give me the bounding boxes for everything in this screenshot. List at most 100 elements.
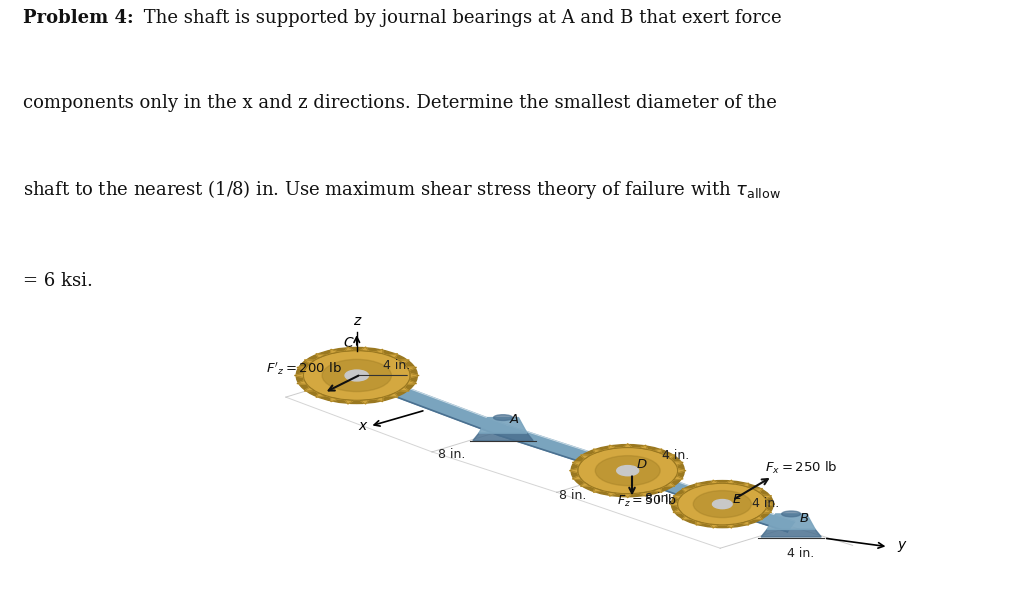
Polygon shape <box>500 425 632 476</box>
Text: = 6 ksi.: = 6 ksi. <box>23 272 92 290</box>
Ellipse shape <box>672 481 773 528</box>
Polygon shape <box>639 492 647 496</box>
Ellipse shape <box>713 499 732 509</box>
Polygon shape <box>608 492 616 496</box>
Ellipse shape <box>494 415 512 421</box>
Polygon shape <box>624 444 632 448</box>
Polygon shape <box>360 347 369 351</box>
Ellipse shape <box>595 456 660 486</box>
Polygon shape <box>594 488 602 492</box>
Ellipse shape <box>345 370 369 381</box>
Text: 4 in.: 4 in. <box>383 359 410 372</box>
Polygon shape <box>594 449 602 453</box>
Text: C: C <box>344 336 353 350</box>
Polygon shape <box>711 524 719 528</box>
Polygon shape <box>581 482 590 487</box>
Text: components only in the x and z directions. Determine the smallest diameter of th: components only in the x and z direction… <box>23 94 776 112</box>
Polygon shape <box>624 494 632 498</box>
Text: 8 in.: 8 in. <box>438 448 466 461</box>
Polygon shape <box>696 521 703 525</box>
Text: Problem 4:: Problem 4: <box>23 9 133 27</box>
Polygon shape <box>726 524 734 528</box>
Polygon shape <box>754 488 763 492</box>
Text: D: D <box>636 458 646 471</box>
Polygon shape <box>407 380 417 384</box>
Polygon shape <box>678 469 686 472</box>
Ellipse shape <box>616 465 639 476</box>
Text: A: A <box>510 413 519 426</box>
Polygon shape <box>767 502 775 506</box>
Polygon shape <box>653 488 662 492</box>
Polygon shape <box>719 499 795 532</box>
Polygon shape <box>682 516 691 519</box>
Polygon shape <box>624 465 726 509</box>
Polygon shape <box>407 367 417 370</box>
Text: x: x <box>358 419 367 434</box>
Polygon shape <box>304 360 314 364</box>
Polygon shape <box>479 418 527 433</box>
Text: 4 in.: 4 in. <box>786 547 814 560</box>
Polygon shape <box>572 476 582 479</box>
Polygon shape <box>763 495 772 499</box>
Polygon shape <box>639 445 647 449</box>
Text: y: y <box>897 538 905 551</box>
Polygon shape <box>316 393 325 398</box>
Polygon shape <box>767 514 815 530</box>
Polygon shape <box>375 349 383 354</box>
Polygon shape <box>316 353 325 358</box>
Polygon shape <box>761 530 821 537</box>
Polygon shape <box>375 397 383 402</box>
Text: E: E <box>732 493 741 506</box>
Polygon shape <box>674 476 683 479</box>
Polygon shape <box>345 400 353 404</box>
Ellipse shape <box>781 511 801 517</box>
Text: The shaft is supported by journal bearings at A and B that exert force: The shaft is supported by journal bearin… <box>138 9 782 27</box>
Text: 8 in.: 8 in. <box>559 489 587 502</box>
Polygon shape <box>399 387 410 391</box>
Polygon shape <box>711 480 719 484</box>
Text: $F'_z = 200$ lb: $F'_z = 200$ lb <box>266 360 342 377</box>
Ellipse shape <box>303 350 410 401</box>
Polygon shape <box>331 349 339 354</box>
Polygon shape <box>673 509 682 513</box>
Polygon shape <box>682 488 691 492</box>
Polygon shape <box>352 370 507 435</box>
Polygon shape <box>304 387 314 391</box>
Polygon shape <box>297 380 307 384</box>
Polygon shape <box>360 400 369 404</box>
Polygon shape <box>345 347 353 351</box>
Polygon shape <box>473 433 534 441</box>
Polygon shape <box>572 462 582 465</box>
Polygon shape <box>670 502 678 506</box>
Polygon shape <box>581 455 590 459</box>
Polygon shape <box>295 373 303 378</box>
Polygon shape <box>741 521 749 525</box>
Polygon shape <box>666 482 675 487</box>
Polygon shape <box>754 516 763 519</box>
Polygon shape <box>696 483 703 487</box>
Polygon shape <box>297 367 307 370</box>
Ellipse shape <box>693 491 752 518</box>
Polygon shape <box>569 469 578 472</box>
Ellipse shape <box>323 359 391 392</box>
Ellipse shape <box>296 348 418 403</box>
Ellipse shape <box>678 484 767 525</box>
Text: $F_x = 250$ lb: $F_x = 250$ lb <box>765 461 838 477</box>
Polygon shape <box>741 483 749 487</box>
Ellipse shape <box>571 445 684 497</box>
Polygon shape <box>666 455 675 459</box>
Polygon shape <box>388 353 397 358</box>
Text: z: z <box>353 314 360 328</box>
Polygon shape <box>673 495 682 499</box>
Text: B: B <box>800 512 809 525</box>
Polygon shape <box>388 393 397 398</box>
Text: $F_z = 50$ lb: $F_z = 50$ lb <box>617 493 678 509</box>
Polygon shape <box>399 360 410 364</box>
Polygon shape <box>763 509 772 513</box>
Polygon shape <box>608 445 616 449</box>
Polygon shape <box>410 373 419 378</box>
Polygon shape <box>331 397 339 402</box>
Polygon shape <box>726 480 734 484</box>
Ellipse shape <box>578 448 678 494</box>
Text: shaft to the nearest (1/8) in. Use maximum shear stress theory of failure with $: shaft to the nearest (1/8) in. Use maxim… <box>23 178 780 201</box>
